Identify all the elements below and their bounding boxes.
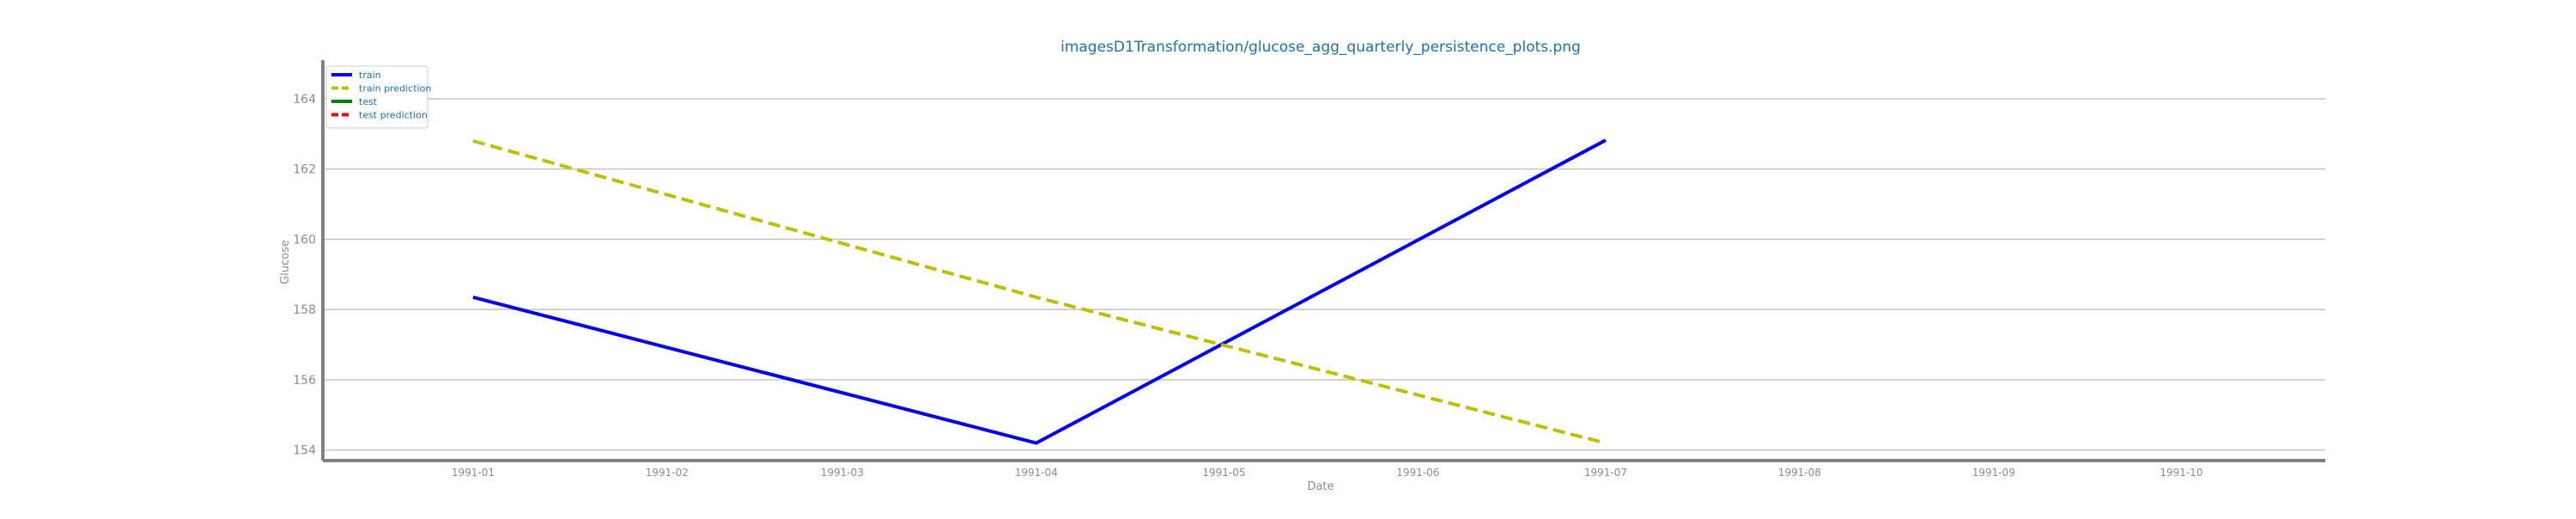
series-lines (472, 138, 1607, 445)
x-tick-label: 1991-10 (2160, 467, 2202, 479)
grid-lines (323, 98, 2325, 451)
series-line-train-prediction (472, 139, 1607, 445)
series-line-train (472, 138, 1607, 445)
tick-labels: 154 156 158 160 162 164 1991-01 1991-02 1991-03 1… (293, 93, 2202, 479)
legend-label: train (359, 70, 381, 81)
y-tick-label: 164 (293, 93, 316, 107)
x-tick-label: 1991-01 (452, 467, 495, 479)
y-tick-label: 156 (293, 374, 316, 388)
y-tick-label: 162 (293, 163, 316, 177)
y-axis-label: Glucose (279, 240, 292, 284)
legend-label: train prediction (359, 83, 431, 95)
legend-box (325, 65, 428, 129)
x-tick-label: 1991-02 (646, 467, 689, 479)
x-tick-label: 1991-05 (1202, 467, 1245, 479)
x-tick-label: 1991-07 (1584, 467, 1627, 479)
x-axis-label: Date (1307, 480, 1334, 493)
x-tick-label: 1991-08 (1778, 467, 1821, 479)
y-tick-label: 160 (293, 233, 316, 247)
x-tick-label: 1991-06 (1396, 467, 1439, 479)
x-tick-label: 1991-04 (1015, 467, 1058, 479)
legend-label: test prediction (359, 110, 428, 121)
legend-label: test (359, 96, 378, 107)
x-tick-label: 1991-03 (821, 467, 864, 479)
x-tick-label: 1991-09 (1972, 467, 2015, 479)
chart-title: imagesD1Transformation/glucose_agg_quart… (1060, 39, 1581, 56)
y-tick-label: 158 (293, 303, 316, 317)
axes (321, 60, 2325, 462)
y-tick-label: 154 (293, 444, 316, 458)
